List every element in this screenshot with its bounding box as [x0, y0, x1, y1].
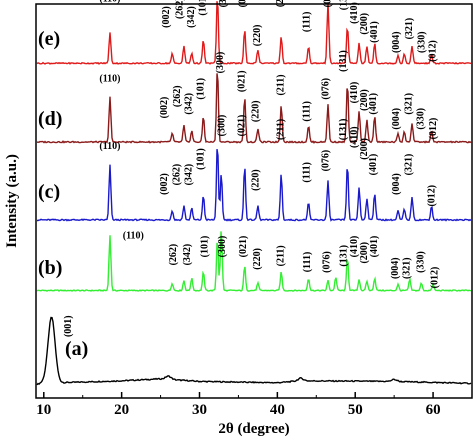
- peak-label: (211): [276, 119, 287, 140]
- peak-label: (131): [338, 119, 349, 141]
- panel-label: (e): [38, 28, 60, 50]
- peak-label: (262): [171, 164, 182, 186]
- peak-label: (101): [195, 148, 206, 170]
- series-layer: [36, 1, 472, 386]
- peak-label: (021): [238, 236, 249, 258]
- peak-label: (321): [403, 93, 414, 115]
- peak-label: (021): [237, 70, 248, 92]
- peak-label: (200): [359, 89, 370, 111]
- panel-label: (b): [38, 257, 62, 279]
- peak-label: (004): [390, 257, 401, 279]
- peak-label: (220): [252, 25, 263, 47]
- peak-label: (131): [339, 0, 350, 10]
- peak-label: (410): [349, 2, 360, 24]
- x-tick-label: 40: [270, 402, 285, 418]
- y-axis-label: Intensity (a.u.): [4, 154, 20, 248]
- peak-label: (110): [99, 73, 120, 84]
- series-line-5: [36, 1, 472, 65]
- peak-label: (002): [159, 173, 170, 195]
- peak-label: (111): [301, 162, 312, 183]
- peak-label: (220): [252, 248, 263, 270]
- peak-label: (101): [198, 0, 209, 16]
- peak-label: (110): [99, 141, 120, 152]
- peak-label: (012): [430, 267, 441, 289]
- peak-label: (342): [186, 6, 197, 28]
- series-line-4: [36, 73, 472, 144]
- series-line-2: [36, 231, 472, 292]
- peak-label-layer: (001)(110)(262) (342) (101) (300) (021)(220)…: [63, 0, 441, 337]
- peak-label: (101): [195, 78, 206, 100]
- peak-label: (200): [359, 242, 370, 264]
- peak-label: (131): [338, 50, 349, 72]
- peak-label: (321): [402, 257, 413, 279]
- peak-label: (111): [302, 252, 313, 273]
- panel-label: (c): [38, 181, 60, 203]
- peak-label: (321): [403, 154, 414, 176]
- peak-label: (342): [184, 164, 195, 186]
- peak-label: (330): [416, 251, 427, 273]
- peak-label: (321): [404, 18, 415, 40]
- peak-label: (002): [159, 97, 170, 119]
- peak-label: (220): [251, 100, 262, 122]
- peak-label: (110): [123, 230, 144, 241]
- panel-label: (a): [65, 338, 88, 360]
- panel-label-layer: (a) (b) (c) (d) (e): [38, 28, 88, 360]
- peak-label: (101): [199, 236, 210, 258]
- x-tick-label: 30: [192, 402, 207, 418]
- peak-label: (200): [359, 138, 370, 160]
- plot-frame: [35, 3, 473, 399]
- peak-label: (262): [172, 85, 183, 107]
- peak-label: (076): [321, 150, 332, 172]
- series-line-1: [36, 316, 472, 386]
- peak-label: (004): [391, 108, 402, 130]
- peak-label: (012): [427, 185, 438, 207]
- peak-label: (220): [251, 169, 262, 191]
- peak-label: (300): [217, 236, 228, 258]
- peak-label: (004): [391, 173, 402, 195]
- x-axis-label: 2θ (degree): [218, 421, 289, 437]
- tick-layer: 10 20 30 40 50 60: [36, 392, 441, 418]
- peak-label: (076): [322, 251, 333, 273]
- panel-label: (d): [38, 108, 62, 130]
- peak-label: (262): [174, 0, 185, 19]
- peak-label: (111): [301, 101, 312, 122]
- peak-label: (076): [321, 78, 332, 100]
- peak-label: (004): [391, 31, 402, 53]
- peak-label: (330): [416, 108, 427, 130]
- peak-label: (211): [276, 74, 287, 95]
- series-line-3: [37, 148, 472, 222]
- x-tick-label: 10: [36, 402, 51, 418]
- peak-label: (410): [349, 82, 360, 104]
- peak-label: (002): [161, 6, 172, 28]
- peak-label: (410): [349, 236, 360, 258]
- peak-label: (342): [182, 244, 193, 266]
- peak-label: (200): [359, 13, 370, 35]
- peak-label: (001): [63, 315, 74, 337]
- peak-label: (342): [184, 93, 195, 115]
- peak-label: (110): [99, 0, 120, 4]
- peak-label: (021): [237, 115, 248, 137]
- peak-label: (111): [301, 12, 312, 33]
- x-tick-label: 50: [348, 402, 363, 418]
- x-tick-label: 60: [426, 402, 441, 418]
- peak-label: (401): [369, 236, 380, 258]
- peak-label: (410): [349, 126, 360, 148]
- peak-label: (300): [216, 115, 227, 137]
- peak-label: (012): [428, 118, 439, 140]
- peak-label: (262): [168, 244, 179, 266]
- peak-label: (330): [417, 31, 428, 53]
- peak-label: (211): [276, 245, 287, 266]
- x-tick-label: 20: [114, 402, 129, 418]
- peak-label: (131): [339, 245, 350, 267]
- peak-label: (300): [215, 52, 226, 74]
- peak-label: (401): [368, 93, 379, 115]
- peak-label: (401): [368, 154, 379, 176]
- peak-label: (012): [427, 40, 438, 62]
- peak-label: (401): [369, 21, 380, 43]
